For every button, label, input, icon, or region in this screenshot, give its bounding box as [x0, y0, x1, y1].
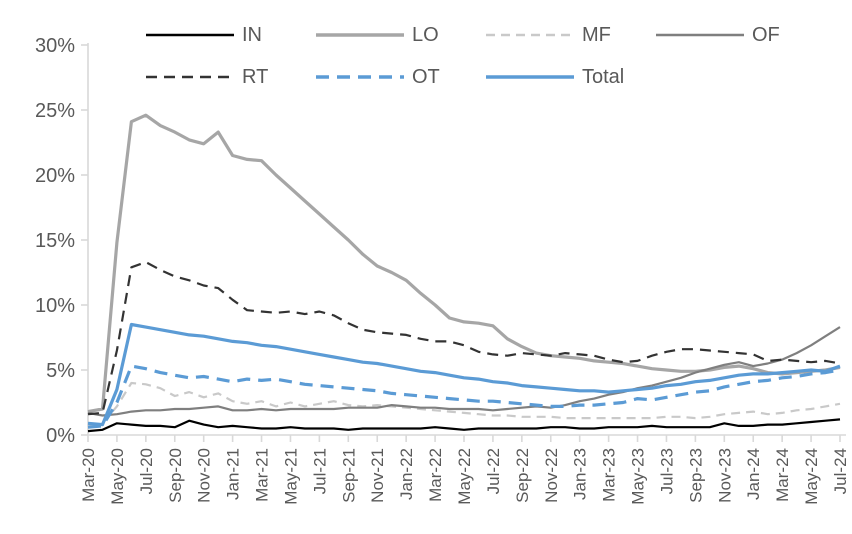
x-tick-label: Mar-23	[600, 448, 619, 502]
legend-label-mf: MF	[582, 24, 611, 46]
legend-label-ot: OT	[412, 66, 440, 88]
x-tick-label: Mar-24	[773, 448, 792, 502]
chart-legend: IN LO MF OF RT	[146, 22, 826, 90]
series-line-mf	[87, 381, 841, 426]
x-tick-label: May-21	[281, 448, 300, 505]
legend-item-of: OF	[656, 22, 826, 48]
legend-line-sample-total	[486, 75, 574, 79]
x-tick-label: Jan-23	[571, 448, 590, 500]
legend-item-mf: MF	[486, 22, 656, 48]
x-tick-label: Nov-23	[715, 448, 734, 503]
series-line-lo	[87, 113, 841, 414]
legend-line-sample-in	[146, 33, 234, 37]
x-tick-label: Sep-21	[339, 448, 358, 503]
y-tick-label: 20%	[35, 165, 75, 187]
x-tick-label: Jul-23	[657, 448, 676, 494]
series-line-in	[87, 418, 841, 433]
legend-item-lo: LO	[316, 22, 486, 48]
y-tick-label: 30%	[35, 35, 75, 57]
series-line-rt	[87, 261, 841, 416]
legend-line-sample-ot	[316, 75, 404, 79]
legend-line-sample-of	[656, 33, 744, 37]
series-line-of	[87, 326, 841, 417]
x-tick-label: Nov-20	[195, 448, 214, 503]
legend-label-lo: LO	[412, 24, 439, 46]
legend-item-ot: OT	[316, 64, 486, 90]
x-tick-label: Jul-24	[831, 448, 850, 494]
x-tick-label: Mar-21	[253, 448, 272, 502]
legend-label-total: Total	[582, 66, 625, 88]
legend-line-sample-mf	[486, 33, 574, 37]
y-tick-label: 0%	[46, 425, 75, 447]
x-tick-label: Jul-21	[310, 448, 329, 494]
legend-label-rt: RT	[242, 66, 269, 88]
x-tick-label: Sep-20	[166, 448, 185, 503]
x-tick-label: Sep-23	[686, 448, 705, 503]
x-tick-label: May-24	[802, 448, 821, 505]
legend-item-total: Total	[486, 64, 656, 90]
legend-item-rt: RT	[146, 64, 316, 90]
x-tick-label: Jan-21	[224, 448, 243, 500]
x-tick-label: May-20	[108, 448, 127, 505]
x-tick-label: Mar-22	[426, 448, 445, 502]
x-tick-label: Jul-20	[137, 448, 156, 494]
x-tick-label: Jul-22	[484, 448, 503, 494]
legend-item-in: IN	[146, 22, 316, 48]
legend-label-in: IN	[242, 24, 262, 46]
x-tick-label: May-22	[455, 448, 474, 505]
x-tick-label: Nov-22	[542, 448, 561, 503]
x-tick-label: Mar-20	[79, 448, 98, 502]
series-line-total	[87, 322, 841, 427]
legend-line-sample-rt	[146, 75, 234, 79]
y-tick-label: 15%	[35, 230, 75, 252]
y-tick-label: 5%	[46, 360, 75, 382]
x-tick-label: Sep-22	[513, 448, 532, 503]
x-tick-label: May-23	[629, 448, 648, 505]
x-tick-label: Nov-21	[368, 448, 387, 503]
legend-line-sample-lo	[316, 33, 404, 37]
legend-label-of: OF	[752, 24, 780, 46]
x-tick-label: Jan-24	[744, 448, 763, 500]
y-tick-label: 10%	[35, 295, 75, 317]
x-tick-label: Jan-22	[397, 448, 416, 500]
y-tick-label: 25%	[35, 100, 75, 122]
